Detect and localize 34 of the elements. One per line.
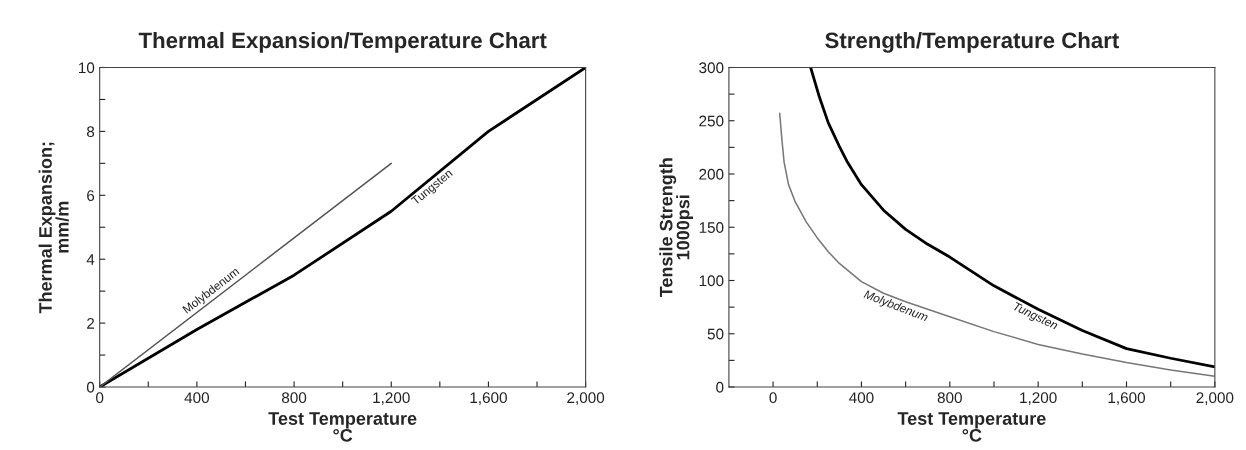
y-axis-title: Tensile Strength 1000psi xyxy=(659,158,694,298)
y-tick-label: 4 xyxy=(86,254,95,265)
y-tick-label: 150 xyxy=(699,222,724,233)
x-tick-label: 2,000 xyxy=(567,392,605,405)
y-tick-label: 8 xyxy=(86,126,95,138)
y-tick-label: 50 xyxy=(707,328,724,340)
x-tick-label: 1,200 xyxy=(373,392,410,405)
chart-title: Thermal Expansion/Temperature Chart xyxy=(138,31,547,53)
x-tick-label: 0 xyxy=(96,392,104,404)
y-tick-label: 6 xyxy=(87,190,95,201)
y-tick-label: 250 xyxy=(699,115,724,127)
y-tick-label: 100 xyxy=(699,275,724,287)
line-series xyxy=(778,112,1215,378)
x-axis-title: Test Temperature °C xyxy=(268,412,417,442)
x-tick-label: 1,200 xyxy=(1020,392,1057,405)
y-tick-label: 10 xyxy=(78,62,95,74)
x-tick-label: 1,600 xyxy=(1108,392,1146,405)
x-tick-label: 1,600 xyxy=(470,392,507,405)
line-series xyxy=(809,67,1215,369)
x-axis-title: Test Temperature °C xyxy=(897,412,1046,442)
y-tick-label: 2 xyxy=(87,317,95,329)
x-tick-label: 400 xyxy=(184,392,210,404)
line-series xyxy=(99,67,586,387)
y-tick-label: 0 xyxy=(716,381,724,393)
y-tick-label: 200 xyxy=(699,168,724,180)
y-tick-label: 0 xyxy=(86,381,95,393)
x-tick-label: 2,000 xyxy=(1196,392,1234,405)
x-tick-label: 800 xyxy=(937,392,962,404)
y-axis-title: Thermal Expansion; mm/m xyxy=(38,142,69,314)
x-tick-label: 400 xyxy=(849,392,874,404)
x-tick-label: 800 xyxy=(281,392,307,404)
chart-title: Strength/Temperature Chart xyxy=(825,31,1119,53)
x-tick-label: 0 xyxy=(769,392,777,404)
y-tick-label: 300 xyxy=(699,62,724,74)
